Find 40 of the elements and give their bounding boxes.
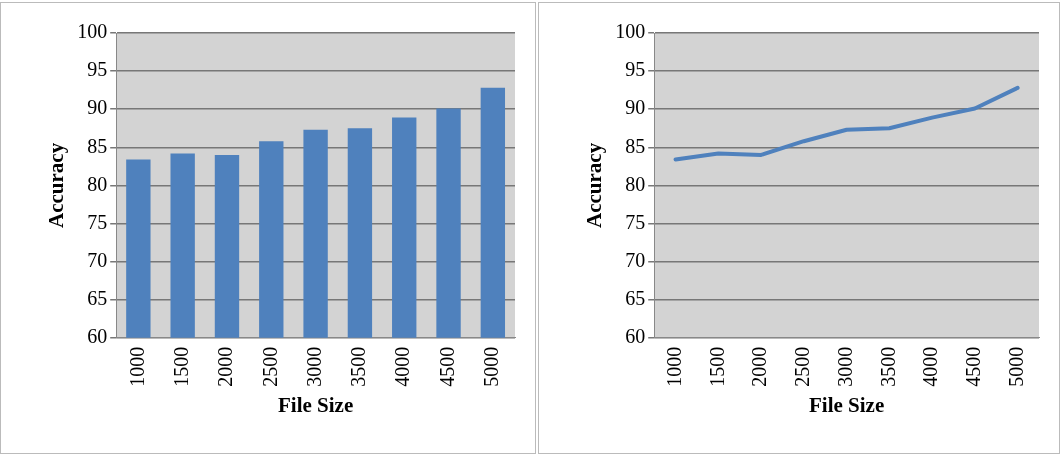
y-tick-label: 90 <box>87 96 108 119</box>
y-tick-label: 90 <box>625 96 646 119</box>
y-tick-label: 85 <box>87 134 108 157</box>
y-tick-label: 70 <box>625 248 646 271</box>
x-tick-label: 4000 <box>919 346 942 387</box>
x-tick-label: 4500 <box>962 346 985 387</box>
y-tick-label: 60 <box>625 325 646 348</box>
x-tick-label: 3500 <box>347 346 370 387</box>
y-tick-label: 75 <box>625 210 646 233</box>
y-tick-label: 80 <box>87 172 108 195</box>
x-tick-label: 1000 <box>125 346 148 387</box>
x-tick-label: 3500 <box>876 346 899 387</box>
y-axis-title: Accuracy <box>582 142 607 228</box>
y-tick-label: 70 <box>87 248 108 271</box>
x-axis-title: File Size <box>277 392 354 417</box>
y-tick-label: 100 <box>77 20 108 43</box>
x-tick-label: 2000 <box>748 346 771 387</box>
x-tick-label: 5000 <box>1004 346 1027 387</box>
y-tick-label: 65 <box>87 286 108 309</box>
x-tick-label: 4000 <box>391 346 414 387</box>
x-tick-label: 3000 <box>302 346 325 387</box>
y-tick-label: 95 <box>87 58 108 81</box>
y-axis-title: Accuracy <box>44 142 69 228</box>
x-tick-label: 5000 <box>480 346 503 387</box>
y-tick-label: 65 <box>625 286 646 309</box>
x-tick-label: 2500 <box>258 346 281 387</box>
x-tick-label: 3000 <box>833 346 856 387</box>
x-tick-label: 2500 <box>791 346 814 387</box>
x-tick-label: 1500 <box>705 346 728 387</box>
y-tick-label: 100 <box>615 20 646 43</box>
x-axis-title: File Size <box>808 392 885 417</box>
y-tick-label: 75 <box>87 210 108 233</box>
x-tick-label: 1000 <box>662 346 685 387</box>
y-tick-label: 80 <box>625 172 646 195</box>
y-tick-label: 95 <box>625 58 646 81</box>
y-tick-label: 85 <box>625 134 646 157</box>
x-tick-label: 4500 <box>435 346 458 387</box>
y-tick-label: 60 <box>87 325 108 348</box>
x-tick-label: 2000 <box>214 346 237 387</box>
x-tick-label: 1500 <box>169 346 192 387</box>
